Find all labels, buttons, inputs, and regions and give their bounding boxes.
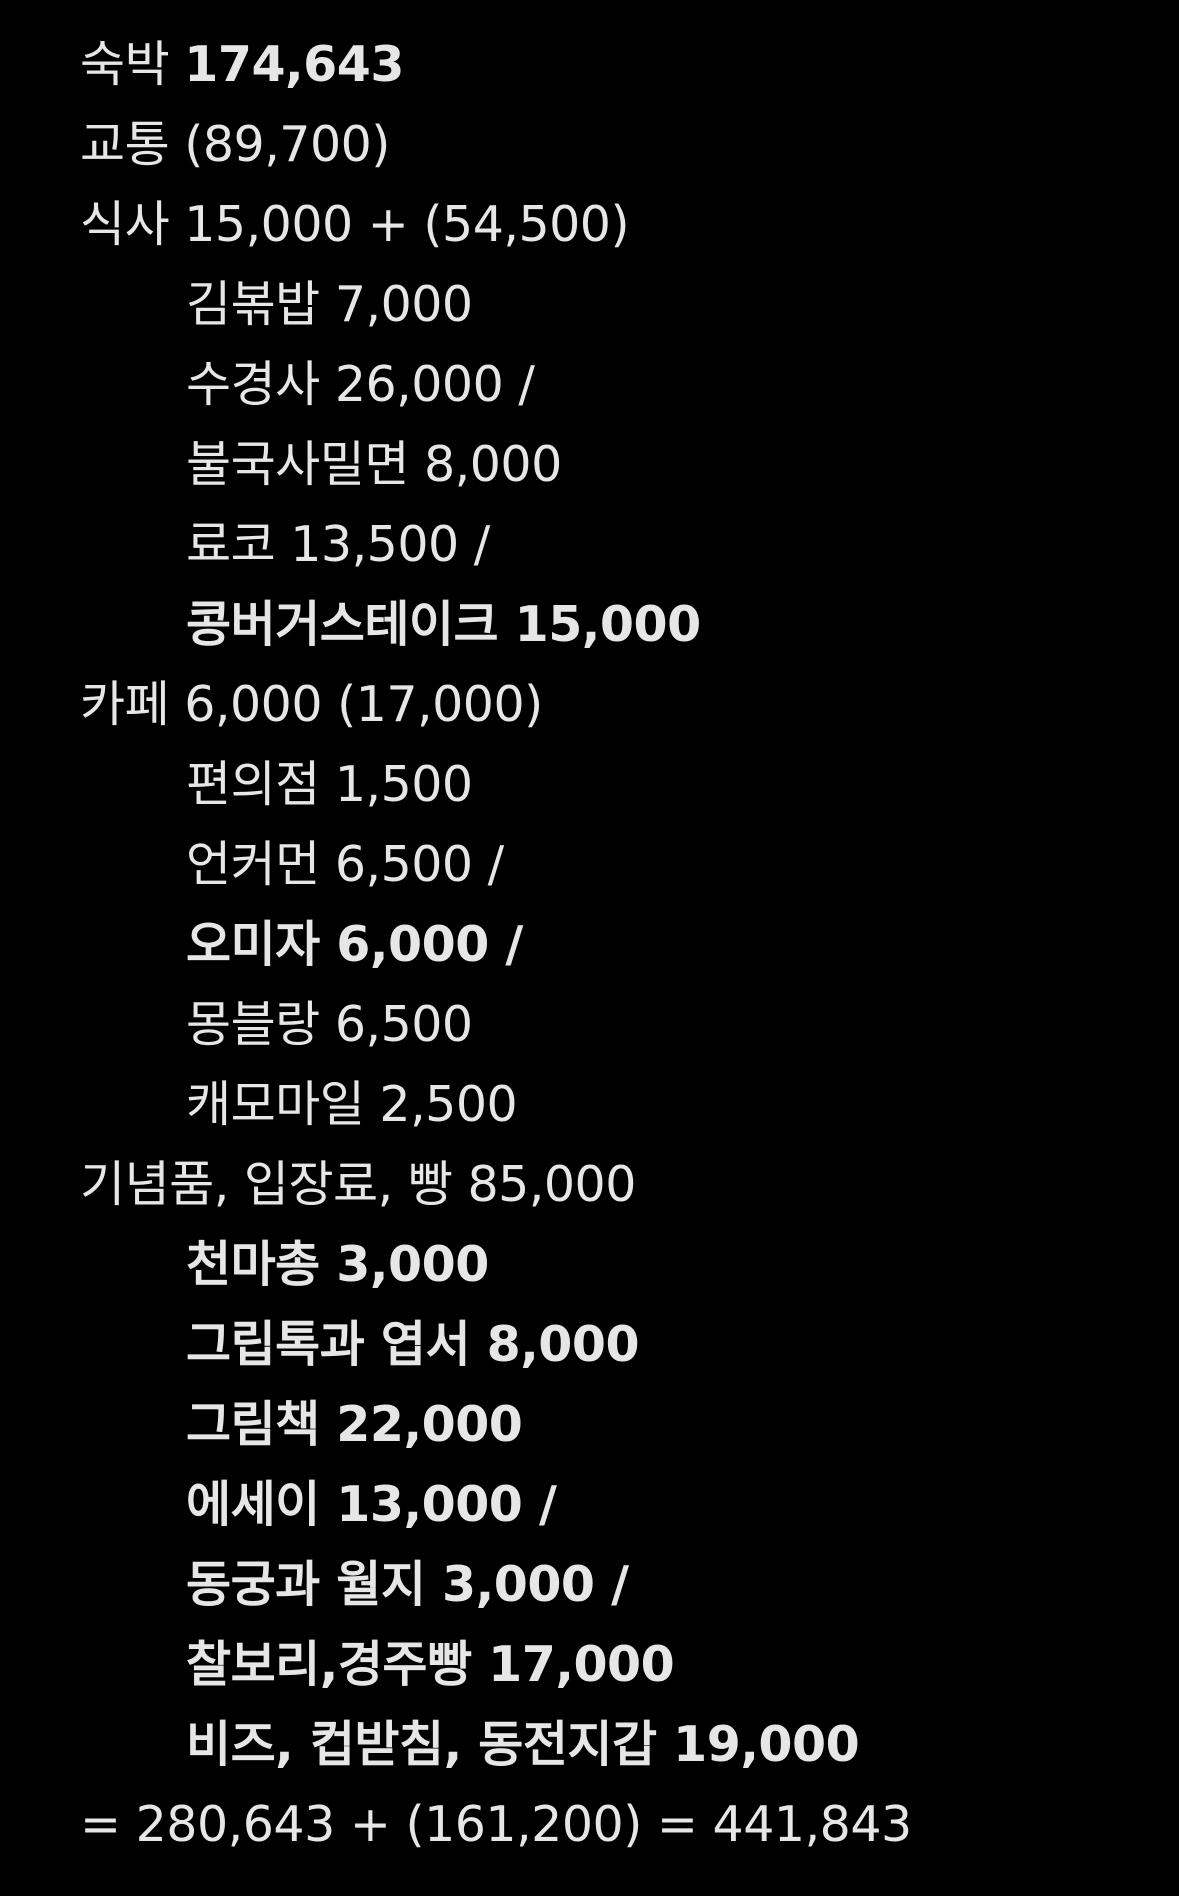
note-line-souvenir-item: 천마총 3,000 bbox=[186, 1236, 489, 1293]
note-line-cafe-item: 캐모마일 2,500 bbox=[186, 1076, 518, 1133]
lodging-amount: 174,643 bbox=[184, 36, 404, 93]
note-body[interactable]: 숙박 174,643 교통 (89,700) 식사 15,000 + (54,5… bbox=[80, 25, 1140, 1865]
note-line-meals: 식사 15,000 + (54,500) bbox=[80, 196, 630, 253]
note-line-souvenir-item: 동궁과 월지 3,000 / bbox=[186, 1556, 629, 1613]
note-line-cafe: 카페 6,000 (17,000) bbox=[80, 676, 543, 733]
note-line-cafe-item: 편의점 1,500 bbox=[186, 756, 473, 813]
lodging-label: 숙박 bbox=[80, 36, 170, 93]
note-line-meal-item: 료코 13,500 / bbox=[186, 516, 490, 573]
note-line-meal-item: 김볶밥 7,000 bbox=[186, 276, 473, 333]
note-line-souvenir-item: 비즈, 컵받침, 동전지갑 19,000 bbox=[186, 1716, 860, 1773]
note-line-cafe-item: 언커먼 6,500 / bbox=[186, 836, 504, 893]
note-line-meal-item: 수경사 26,000 / bbox=[186, 356, 535, 413]
note-line-souvenir-item: 찰보리,경주빵 17,000 bbox=[186, 1636, 675, 1693]
note-line-souvenir-item: 그림책 22,000 bbox=[186, 1396, 523, 1453]
note-line-souvenirs: 기념품, 입장료, 빵 85,000 bbox=[80, 1156, 636, 1213]
note-line-cafe-item: 오미자 6,000 / bbox=[186, 916, 523, 973]
note-line-meal-item: 불국사밀면 8,000 bbox=[186, 436, 562, 493]
note-line-lodging: 숙박 174,643 bbox=[80, 25, 1140, 105]
note-line-souvenir-item: 에세이 13,000 / bbox=[186, 1476, 557, 1533]
note-line-meal-item: 콩버거스테이크 15,000 bbox=[186, 596, 701, 653]
note-line-transport: 교통 (89,700) bbox=[80, 116, 390, 173]
note-line-cafe-item: 몽블랑 6,500 bbox=[186, 996, 473, 1053]
note-line-total: = 280,643 + (161,200) = 441,843 bbox=[80, 1796, 912, 1853]
note-line-souvenir-item: 그립톡과 엽서 8,000 bbox=[186, 1316, 640, 1373]
